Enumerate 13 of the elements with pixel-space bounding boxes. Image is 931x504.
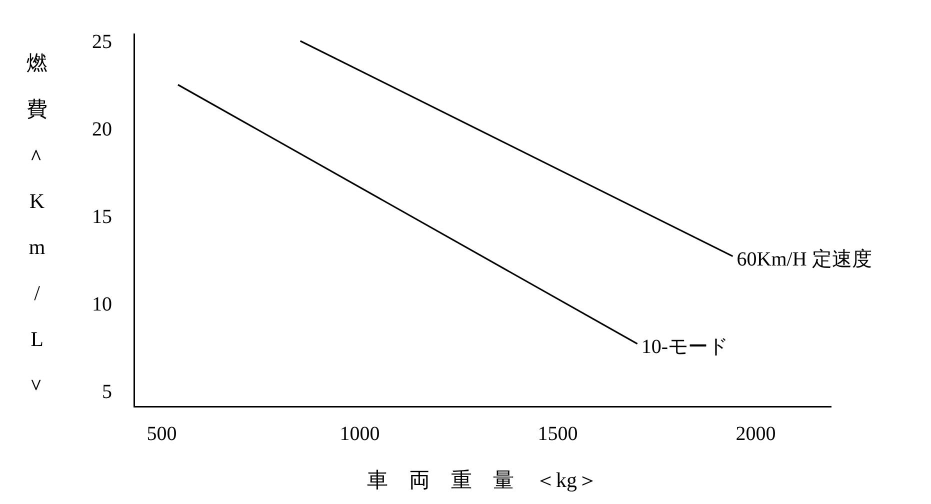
y-axis-title: 燃費＜Km/L＞ xyxy=(24,50,50,398)
x-tick-label: 1500 xyxy=(538,423,578,446)
x-tick-label: 2000 xyxy=(736,423,776,446)
y-tick-label: 10 xyxy=(92,294,112,316)
y-tick-label: 15 xyxy=(92,206,112,228)
y-tick-label: 25 xyxy=(92,31,112,53)
series-label: 10-モード xyxy=(641,336,728,358)
x-axis-title: 車 両 重 量 ＜kg＞ xyxy=(367,468,598,492)
y-tick-label: 20 xyxy=(92,118,112,141)
series-label: 60Km/H 定速度 xyxy=(736,248,872,271)
x-tick-label: 1000 xyxy=(340,423,380,446)
y-tick-label: 5 xyxy=(102,381,112,404)
x-tick-label: 500 xyxy=(146,423,177,446)
